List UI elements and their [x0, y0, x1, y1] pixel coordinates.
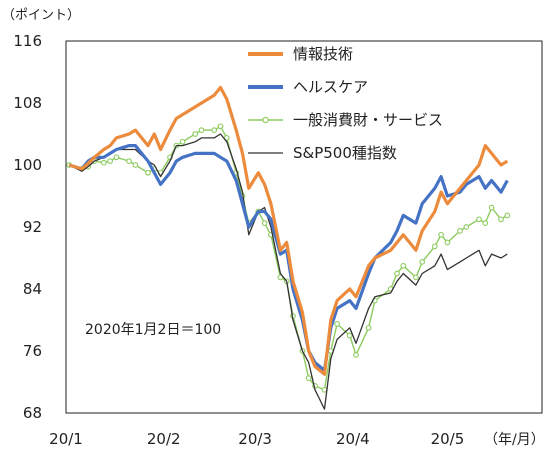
- series-point: [192, 131, 199, 137]
- series-point: [113, 154, 120, 161]
- y-tick-label: 84: [23, 280, 42, 298]
- series-point: [400, 262, 407, 269]
- legend-label: 一般消費財・サービス: [293, 111, 443, 129]
- series-point: [476, 216, 482, 223]
- series-point: [394, 270, 400, 277]
- series-point: [277, 274, 284, 281]
- series-point: [217, 123, 224, 130]
- series-point: [365, 324, 372, 331]
- legend-label: S&P500種指数: [293, 144, 397, 162]
- series-point: [463, 224, 470, 230]
- legend-label: 情報技術: [293, 45, 353, 63]
- series-point: [179, 138, 186, 145]
- series-line: [68, 144, 509, 372]
- legend-marker: [262, 116, 269, 124]
- x-axis-unit-label: （年/月）: [484, 432, 545, 448]
- series-point: [261, 220, 268, 226]
- series-point: [334, 321, 340, 327]
- series-point: [438, 231, 444, 238]
- series-point: [431, 243, 438, 250]
- series-point: [100, 159, 107, 166]
- y-tick-label: 76: [23, 342, 42, 360]
- series-point: [126, 158, 132, 164]
- series-point: [107, 158, 113, 164]
- y-tick-label: 108: [13, 94, 42, 112]
- x-tick-label: 20/3: [238, 430, 272, 448]
- x-tick-label: 20/5: [431, 430, 465, 448]
- y-tick-label: 68: [23, 404, 42, 422]
- series-point: [444, 239, 451, 246]
- plot-area-frame: [65, 40, 543, 414]
- series-point: [413, 274, 419, 281]
- x-tick-labels: 20/1 20/2 20/3 20/4 20/5: [49, 430, 464, 448]
- series-point: [132, 162, 139, 168]
- series-point: [346, 332, 353, 339]
- series-point: [145, 169, 151, 176]
- legend-label: ヘルスケア: [293, 78, 368, 96]
- series-point: [353, 352, 359, 358]
- series-point: [198, 127, 205, 133]
- series-point: [419, 259, 426, 265]
- series-point: [488, 204, 495, 211]
- x-tick-label: 20/1: [49, 430, 83, 448]
- series-point: [211, 127, 218, 133]
- y-axis-unit-label: （ポイント）: [2, 8, 80, 23]
- base-date-note: 2020年1月2日＝100: [85, 322, 221, 338]
- series-point: [457, 228, 463, 234]
- series-point: [305, 375, 312, 381]
- series-point: [498, 216, 504, 223]
- y-tick-label: 100: [13, 156, 42, 174]
- series-point: [223, 135, 230, 141]
- x-tick-label: 20/4: [336, 430, 370, 448]
- x-tick-label: 20/2: [147, 430, 181, 448]
- series-lines: [66, 85, 511, 410]
- y-tick-labels: 116 108 100 92 84 76 68: [13, 32, 42, 422]
- y-tick-label: 92: [23, 218, 42, 236]
- y-tick-label: 116: [13, 32, 42, 50]
- series-line: [68, 85, 509, 376]
- series-point: [504, 212, 511, 219]
- series-point: [482, 220, 489, 226]
